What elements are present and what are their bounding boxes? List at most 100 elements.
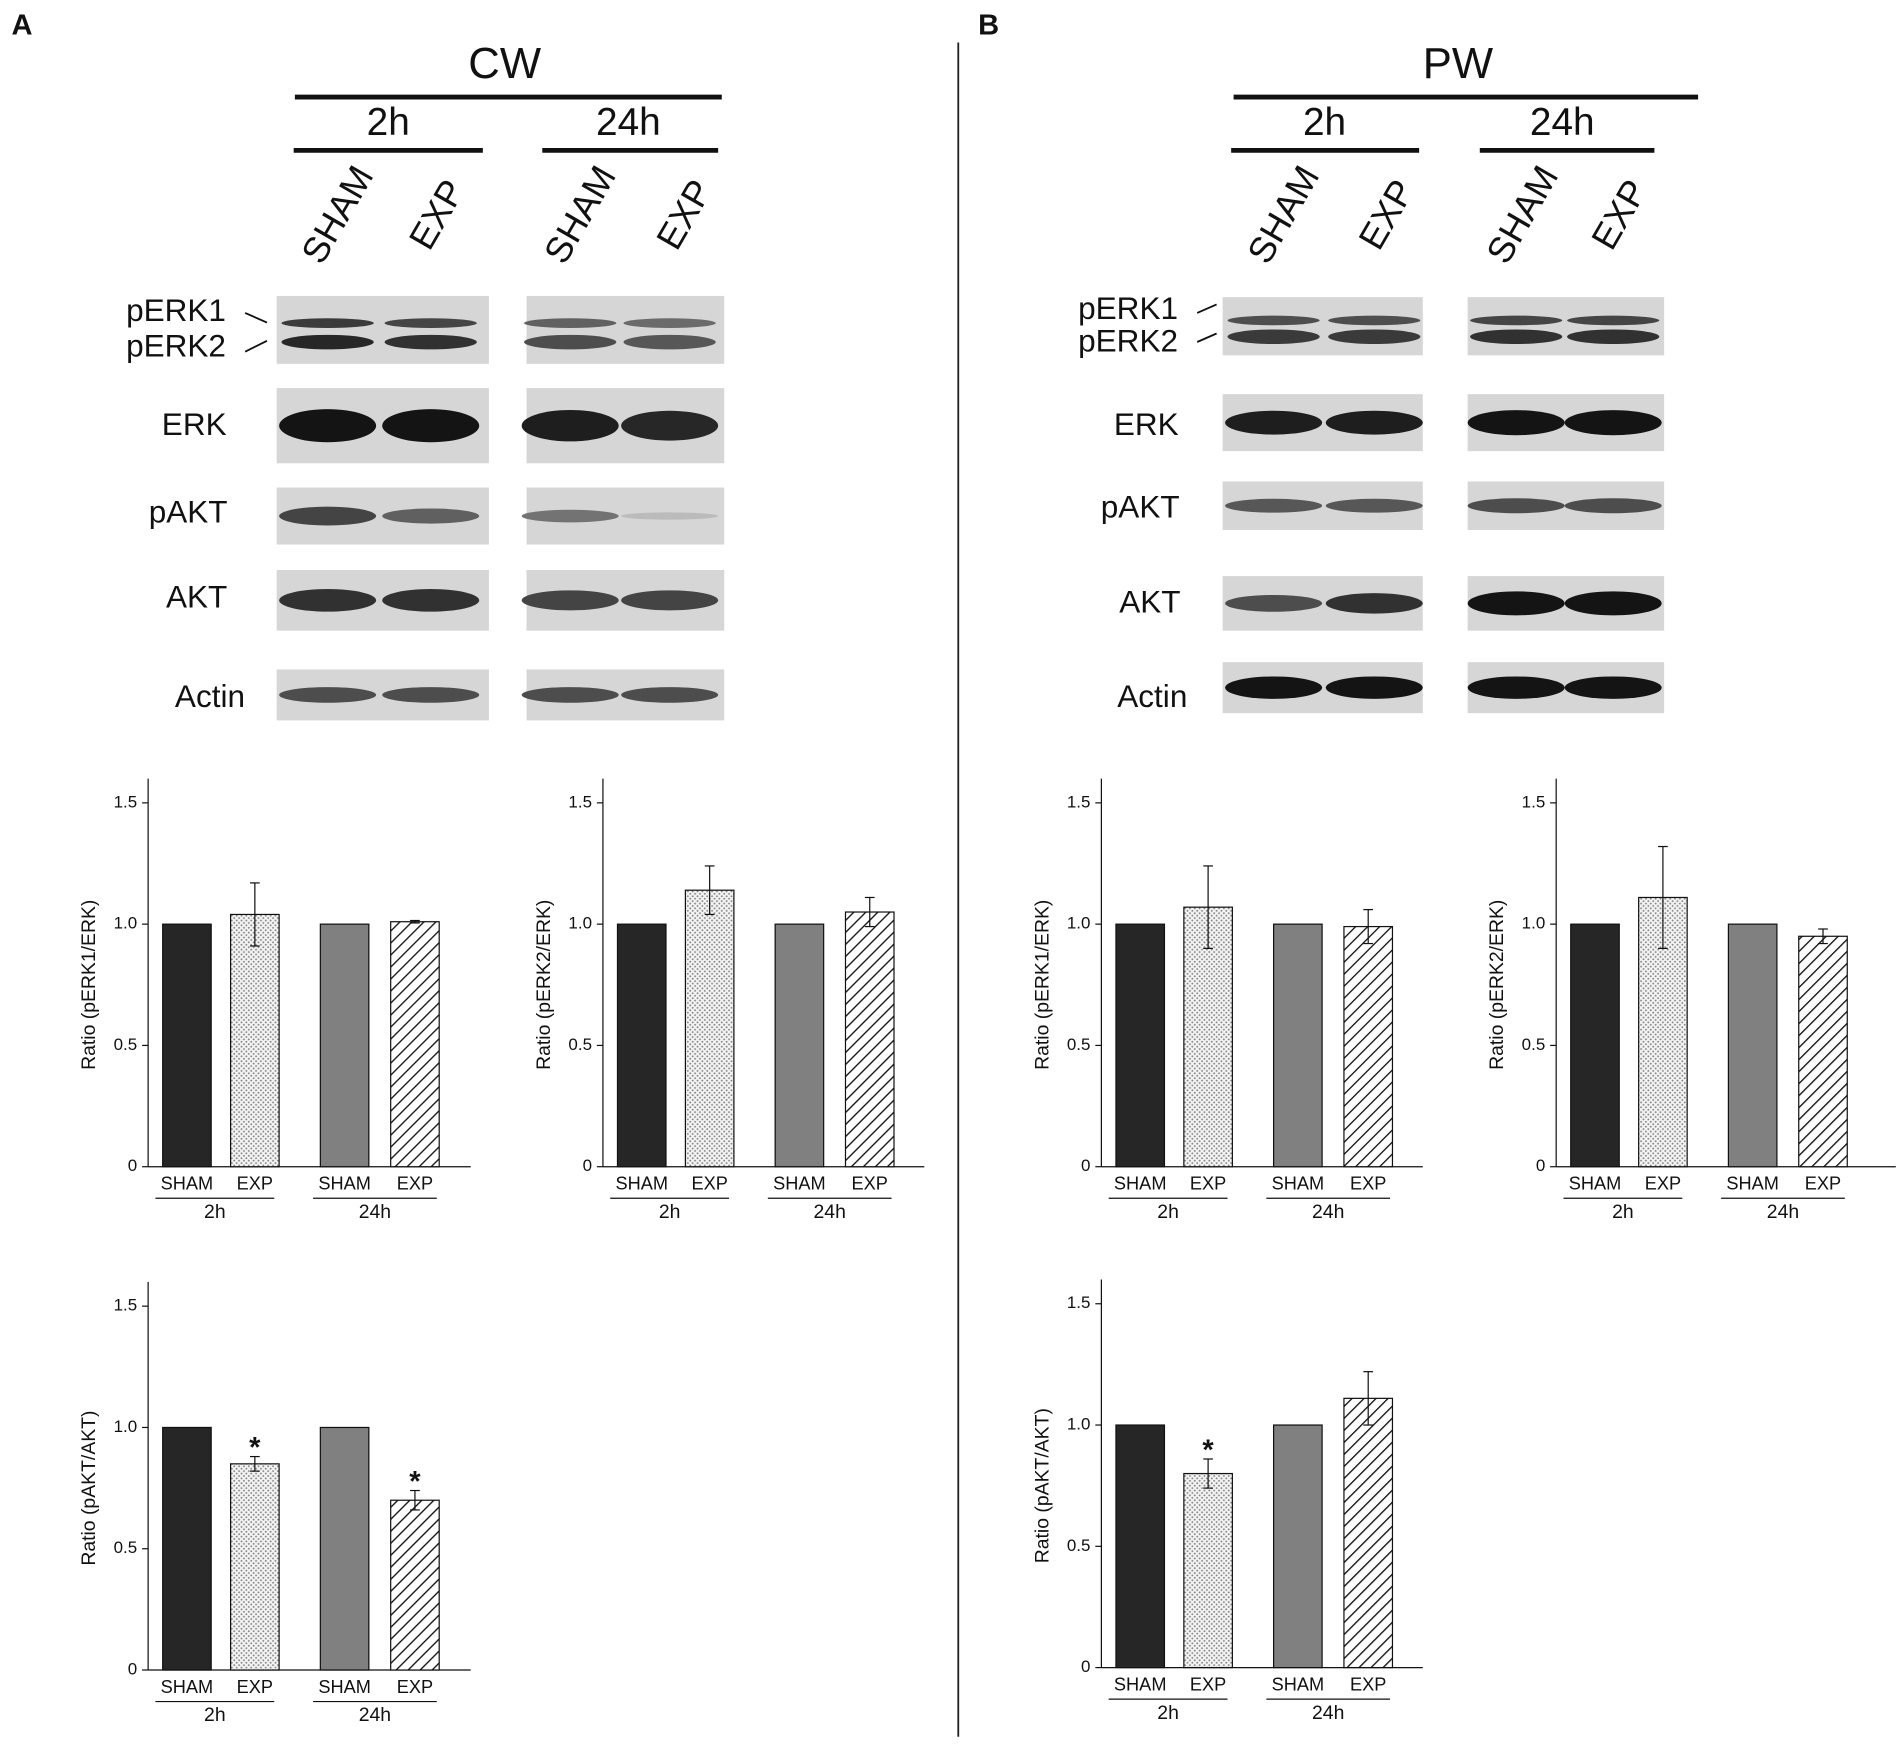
blot-band <box>1567 329 1660 344</box>
blot-band <box>1564 676 1662 699</box>
blot-band <box>1325 498 1423 513</box>
blot-band <box>1567 315 1660 326</box>
x-tick-label: SHAM <box>318 1174 371 1194</box>
significance-mark: * <box>1202 1434 1214 1466</box>
x-tick-label: EXP <box>1350 1675 1386 1695</box>
band-pointer <box>244 339 268 353</box>
error-bar <box>410 919 420 924</box>
x-tick-label: EXP <box>1805 1174 1841 1194</box>
group-label: 24h <box>814 1201 846 1223</box>
bar <box>1343 925 1394 1168</box>
bar <box>390 921 440 1168</box>
blot-background <box>1222 297 1423 356</box>
blot-band <box>1467 410 1565 436</box>
blot-band <box>1225 594 1323 612</box>
error-bar <box>1818 928 1828 945</box>
bar <box>616 923 667 1168</box>
error-bar <box>250 1455 260 1472</box>
blot-band <box>521 687 619 703</box>
x-tick-label: EXP <box>1645 1174 1681 1194</box>
time-label: 24h <box>596 101 661 144</box>
bar <box>162 1426 212 1671</box>
blot-band <box>1325 676 1423 699</box>
blot-band <box>279 588 377 612</box>
bar <box>1183 1472 1233 1669</box>
blot-band <box>621 687 719 703</box>
lane-label: EXP <box>1583 173 1655 257</box>
y-tick-label: 1.5 <box>1067 1293 1091 1312</box>
band-pointer <box>1196 303 1217 314</box>
lane-label: SHAM <box>1478 159 1566 271</box>
band-pointer <box>1196 332 1217 343</box>
x-tick-label: SHAM <box>1114 1675 1167 1695</box>
y-axis-label: Ratio (pERK1/ERK) <box>1031 900 1053 1070</box>
y-tick-label: 1.0 <box>1522 914 1546 933</box>
blot-band <box>279 409 377 443</box>
blot-band <box>1325 410 1423 435</box>
y-tick-label: 0 <box>128 1156 137 1175</box>
protein-label: pAKT <box>149 494 228 530</box>
blot-band <box>384 334 477 350</box>
blot-band <box>1564 410 1662 436</box>
y-tick-label: 0.5 <box>114 1538 138 1557</box>
blot-band <box>1467 676 1565 699</box>
group-label: 24h <box>359 1704 391 1726</box>
significance-mark: * <box>249 1432 261 1464</box>
group-label: 24h <box>359 1201 391 1223</box>
blot-band <box>1227 329 1320 344</box>
error-bar <box>1363 1371 1374 1426</box>
blot-band <box>621 410 719 441</box>
error-bar <box>1363 908 1374 945</box>
x-tick-label: EXP <box>691 1174 727 1194</box>
x-tick-label: SHAM <box>161 1677 214 1697</box>
y-axis-label: Ratio (pERK2/ERK) <box>533 900 555 1070</box>
group-label: 2h <box>1157 1201 1179 1223</box>
bar <box>229 913 280 1168</box>
lane-label: EXP <box>401 173 473 257</box>
condition-label: PW <box>1423 39 1494 88</box>
x-tick-label: EXP <box>1350 1174 1386 1194</box>
protein-label: ERK <box>162 406 227 442</box>
y-axis-label: Ratio (pAKT/AKT) <box>1031 1408 1053 1563</box>
significance-mark: * <box>409 1466 421 1498</box>
blot-band <box>621 512 719 520</box>
y-axis-label: Ratio (pERK2/ERK) <box>1486 900 1508 1070</box>
x-tick-label: EXP <box>237 1677 273 1697</box>
bar <box>1570 923 1620 1168</box>
blot-band <box>1225 676 1323 699</box>
x-tick-label: SHAM <box>773 1174 826 1194</box>
blot-band <box>1328 329 1421 344</box>
blot-background <box>526 295 725 364</box>
y-tick-label: 0.5 <box>1522 1035 1546 1054</box>
x-tick-label: EXP <box>1190 1675 1226 1695</box>
blot-band <box>382 687 480 703</box>
group-label: 2h <box>659 1201 681 1223</box>
y-tick-label: 1.5 <box>114 792 138 811</box>
group-label: 24h <box>1767 1201 1799 1223</box>
blot-band <box>521 409 619 442</box>
lane-label: SHAM <box>293 159 381 271</box>
blot-band <box>621 590 719 611</box>
bar <box>319 923 370 1168</box>
blot-band <box>1467 498 1565 514</box>
bar <box>1115 1424 1166 1669</box>
protein-label: pERK2 <box>1078 323 1178 359</box>
bar <box>1272 923 1323 1168</box>
y-tick-label: 1.0 <box>568 914 592 933</box>
error-bar <box>250 882 260 947</box>
protein-label: AKT <box>1119 583 1180 619</box>
group-label: 24h <box>1312 1702 1344 1724</box>
blot-band <box>384 318 477 328</box>
blot-band <box>623 318 716 328</box>
blot-band <box>1227 315 1320 326</box>
x-tick-label: SHAM <box>615 1174 668 1194</box>
bar <box>229 1463 280 1671</box>
y-tick-label: 1.5 <box>568 792 592 811</box>
blot-band <box>1564 591 1662 616</box>
protein-label: Actin <box>1117 678 1187 714</box>
y-tick-label: 0.5 <box>114 1035 138 1054</box>
time-label: 2h <box>1303 101 1346 144</box>
group-label: 24h <box>1312 1201 1344 1223</box>
blot-band <box>279 687 377 703</box>
lane-label: SHAM <box>1239 159 1327 271</box>
